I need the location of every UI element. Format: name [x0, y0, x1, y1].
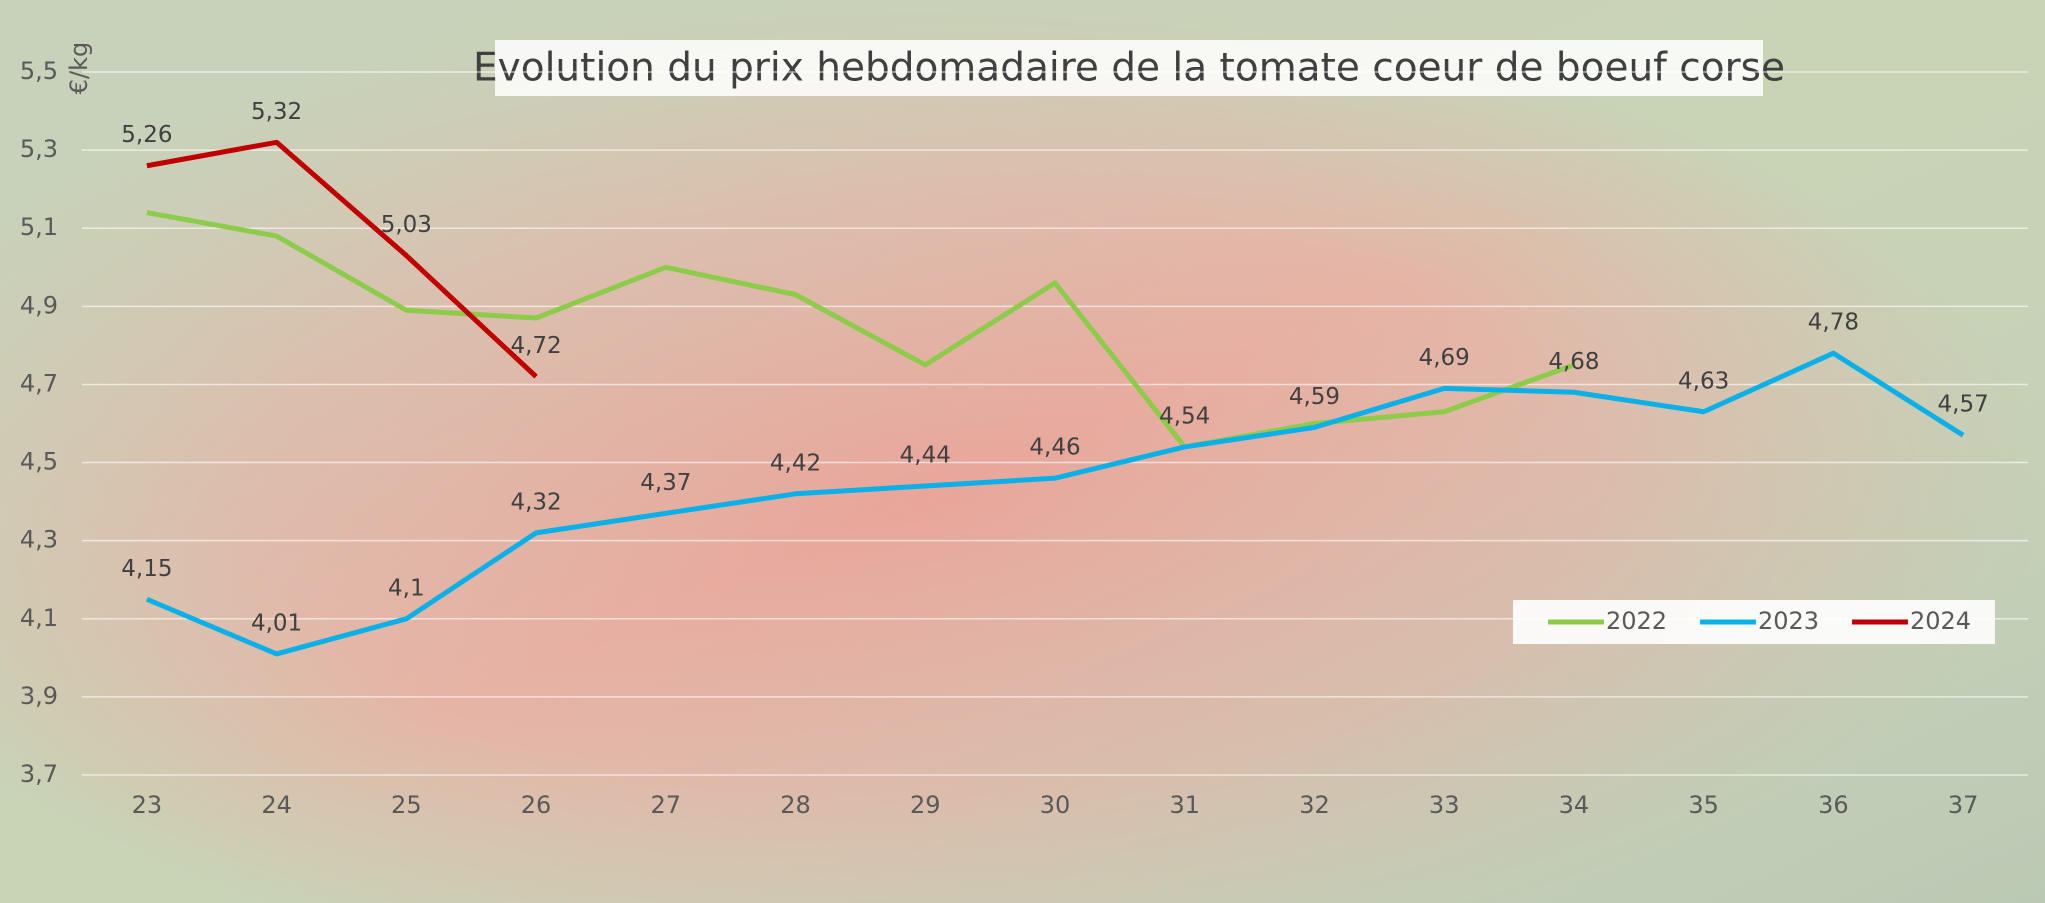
x-tick-label: 30 [1040, 791, 1071, 819]
chart-title: Evolution du prix hebdomadaire de la tom… [473, 46, 1785, 91]
x-tick-label: 29 [910, 791, 941, 819]
y-tick-label: 5,5 [20, 57, 58, 85]
y-tick-label: 5,3 [20, 135, 58, 163]
y-tick-label: 4,1 [20, 604, 58, 632]
data-label: 4,68 [1548, 349, 1599, 375]
x-tick-label: 26 [521, 791, 552, 819]
y-tick-label: 4,5 [20, 448, 58, 476]
x-tick-label: 35 [1688, 791, 1719, 819]
data-label: 5,32 [251, 99, 302, 125]
data-label: 4,46 [1029, 435, 1080, 461]
x-tick-label: 24 [261, 791, 292, 819]
y-tick-label: 5,1 [20, 213, 58, 241]
x-tick-label: 37 [1948, 791, 1979, 819]
x-tick-label: 31 [1169, 791, 1200, 819]
data-label: 4,59 [1289, 384, 1340, 410]
x-tick-label: 25 [391, 791, 422, 819]
x-tick-label: 36 [1818, 791, 1849, 819]
x-tick-label: 27 [651, 791, 682, 819]
data-label: 4,37 [640, 470, 691, 496]
y-tick-label: 4,9 [20, 291, 58, 319]
x-tick-label: 28 [780, 791, 811, 819]
y-tick-label: 4,7 [20, 369, 58, 397]
x-tick-label: 33 [1429, 791, 1460, 819]
data-label: 4,15 [121, 556, 172, 582]
data-label: 4,44 [900, 442, 951, 468]
legend-label: 2022 [1606, 607, 1667, 635]
data-label: 5,26 [121, 122, 172, 148]
data-label: 4,57 [1938, 392, 1989, 418]
data-label: 4,54 [1159, 403, 1210, 429]
y-tick-label: 4,3 [20, 526, 58, 554]
x-tick-label: 34 [1559, 791, 1590, 819]
legend-label: 2024 [1910, 607, 1971, 635]
line-series [145, 350, 1965, 657]
title-box [495, 40, 1763, 96]
data-label: 4,63 [1678, 368, 1729, 394]
data-label: 4,72 [510, 333, 561, 359]
x-tick-label: 23 [132, 791, 163, 819]
data-label: 4,1 [388, 575, 425, 601]
y-tick-label: 3,7 [20, 760, 58, 788]
x-tick-label: 32 [1299, 791, 1330, 819]
data-label: 4,78 [1808, 310, 1859, 336]
data-label: 4,32 [510, 489, 561, 515]
data-label: 4,42 [770, 450, 821, 476]
line-series [146, 139, 538, 379]
data-label: 4,69 [1419, 345, 1470, 371]
y-tick-label: 3,9 [20, 682, 58, 710]
y-axis-label: €/kg [65, 42, 93, 95]
data-label: 4,01 [251, 610, 302, 636]
legend-label: 2023 [1758, 607, 1819, 635]
data-label: 5,03 [381, 212, 432, 238]
